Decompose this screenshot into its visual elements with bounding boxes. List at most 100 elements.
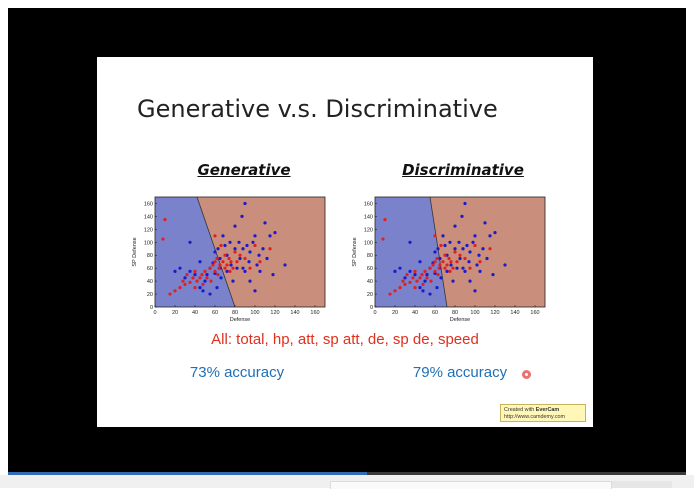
- y-tick-label: 20: [147, 292, 153, 298]
- blue-point: [247, 260, 251, 264]
- y-tick-label: 60: [367, 266, 373, 272]
- blue-region: [375, 197, 447, 307]
- blue-point: [418, 260, 422, 264]
- x-tick-label: 160: [310, 310, 319, 316]
- y-tick-label: 160: [364, 201, 373, 207]
- red-point: [478, 260, 482, 264]
- red-point: [213, 260, 217, 264]
- red-point: [436, 273, 440, 277]
- blue-point: [221, 234, 225, 238]
- red-point: [181, 279, 185, 283]
- blue-point: [436, 247, 440, 251]
- red-point: [448, 269, 452, 274]
- blue-point: [243, 269, 247, 274]
- blue-point: [421, 289, 425, 293]
- y-tick-label: 60: [147, 266, 153, 272]
- red-point: [205, 276, 209, 280]
- blue-point: [461, 266, 465, 270]
- red-point: [163, 218, 167, 222]
- blue-point: [408, 269, 412, 274]
- red-point: [217, 266, 221, 270]
- x-tick-label: 80: [232, 310, 238, 316]
- x-tick-label: 20: [392, 310, 398, 316]
- red-point: [216, 273, 220, 277]
- x-tick-label: 120: [270, 310, 279, 316]
- red-point: [268, 247, 272, 251]
- blue-point: [441, 234, 445, 238]
- red-point: [201, 282, 205, 286]
- red-point: [253, 243, 257, 248]
- watermark-prefix: Created with: [504, 407, 536, 413]
- blue-region: [155, 197, 235, 307]
- blue-point: [477, 253, 481, 257]
- red-point: [223, 253, 227, 257]
- red-point: [473, 243, 477, 248]
- red-point: [443, 266, 447, 270]
- video-progress-bar[interactable]: [8, 472, 686, 475]
- y-tick-label: 80: [147, 253, 153, 259]
- red-point: [443, 253, 447, 257]
- blue-point: [258, 269, 262, 274]
- y-tick-label: 140: [144, 214, 153, 220]
- blue-point: [493, 230, 497, 235]
- blue-point: [473, 234, 477, 238]
- blue-point: [465, 243, 469, 248]
- watermark-brand: EverCam: [535, 407, 560, 413]
- blue-point: [468, 250, 472, 254]
- blue-point: [231, 279, 235, 283]
- red-point: [458, 253, 462, 257]
- blue-point: [273, 230, 277, 235]
- bottom-control[interactable]: [612, 481, 672, 488]
- red-point: [193, 285, 197, 290]
- y-tick-label: 120: [144, 227, 153, 233]
- blue-point: [243, 201, 247, 206]
- comment-box[interactable]: [330, 481, 612, 489]
- blue-point: [425, 273, 429, 277]
- blue-point: [485, 256, 489, 261]
- red-point: [439, 243, 443, 248]
- mouse-cursor-highlight: [522, 370, 531, 379]
- video-progress-fill: [8, 472, 368, 475]
- blue-point: [473, 289, 477, 293]
- blue-point: [183, 276, 187, 280]
- blue-point: [467, 260, 471, 264]
- blue-point: [268, 234, 272, 238]
- y-tick-label: 40: [147, 279, 153, 285]
- x-tick-label: 0: [373, 310, 376, 316]
- blue-point: [457, 240, 461, 244]
- y-tick-label: 120: [364, 227, 373, 233]
- blue-point: [413, 273, 417, 277]
- blue-point: [453, 224, 457, 228]
- x-tick-label: 0: [153, 310, 156, 316]
- generative-accuracy: 73% accuracy: [189, 364, 285, 381]
- red-point: [488, 247, 492, 251]
- x-tick-label: 80: [452, 310, 458, 316]
- y-tick-label: 140: [364, 214, 373, 220]
- y-tick-label: 100: [144, 240, 153, 246]
- red-point: [451, 266, 455, 270]
- red-point: [437, 266, 441, 270]
- blue-point: [451, 279, 455, 283]
- blue-point: [418, 285, 422, 290]
- blue-point: [188, 269, 192, 274]
- x-tick-label: 20: [172, 310, 178, 316]
- evercam-watermark: Created with EverCam http://www.camdemy.…: [500, 404, 586, 422]
- red-point: [405, 273, 409, 277]
- blue-point: [255, 263, 259, 267]
- red-point: [425, 276, 429, 280]
- blue-point: [393, 269, 397, 274]
- blue-point: [205, 273, 209, 277]
- red-point: [403, 282, 407, 286]
- red-point: [258, 260, 262, 264]
- blue-point: [223, 243, 227, 248]
- red-point: [438, 263, 442, 267]
- y-axis-label: SP Defense: [132, 237, 138, 266]
- blue-point: [261, 247, 265, 251]
- x-tick-label: 140: [510, 310, 519, 316]
- blue-point: [245, 243, 249, 248]
- red-point: [235, 260, 239, 264]
- red-point: [215, 256, 219, 261]
- blue-point: [398, 266, 402, 270]
- y-tick-label: 160: [144, 201, 153, 207]
- blue-point: [403, 276, 407, 280]
